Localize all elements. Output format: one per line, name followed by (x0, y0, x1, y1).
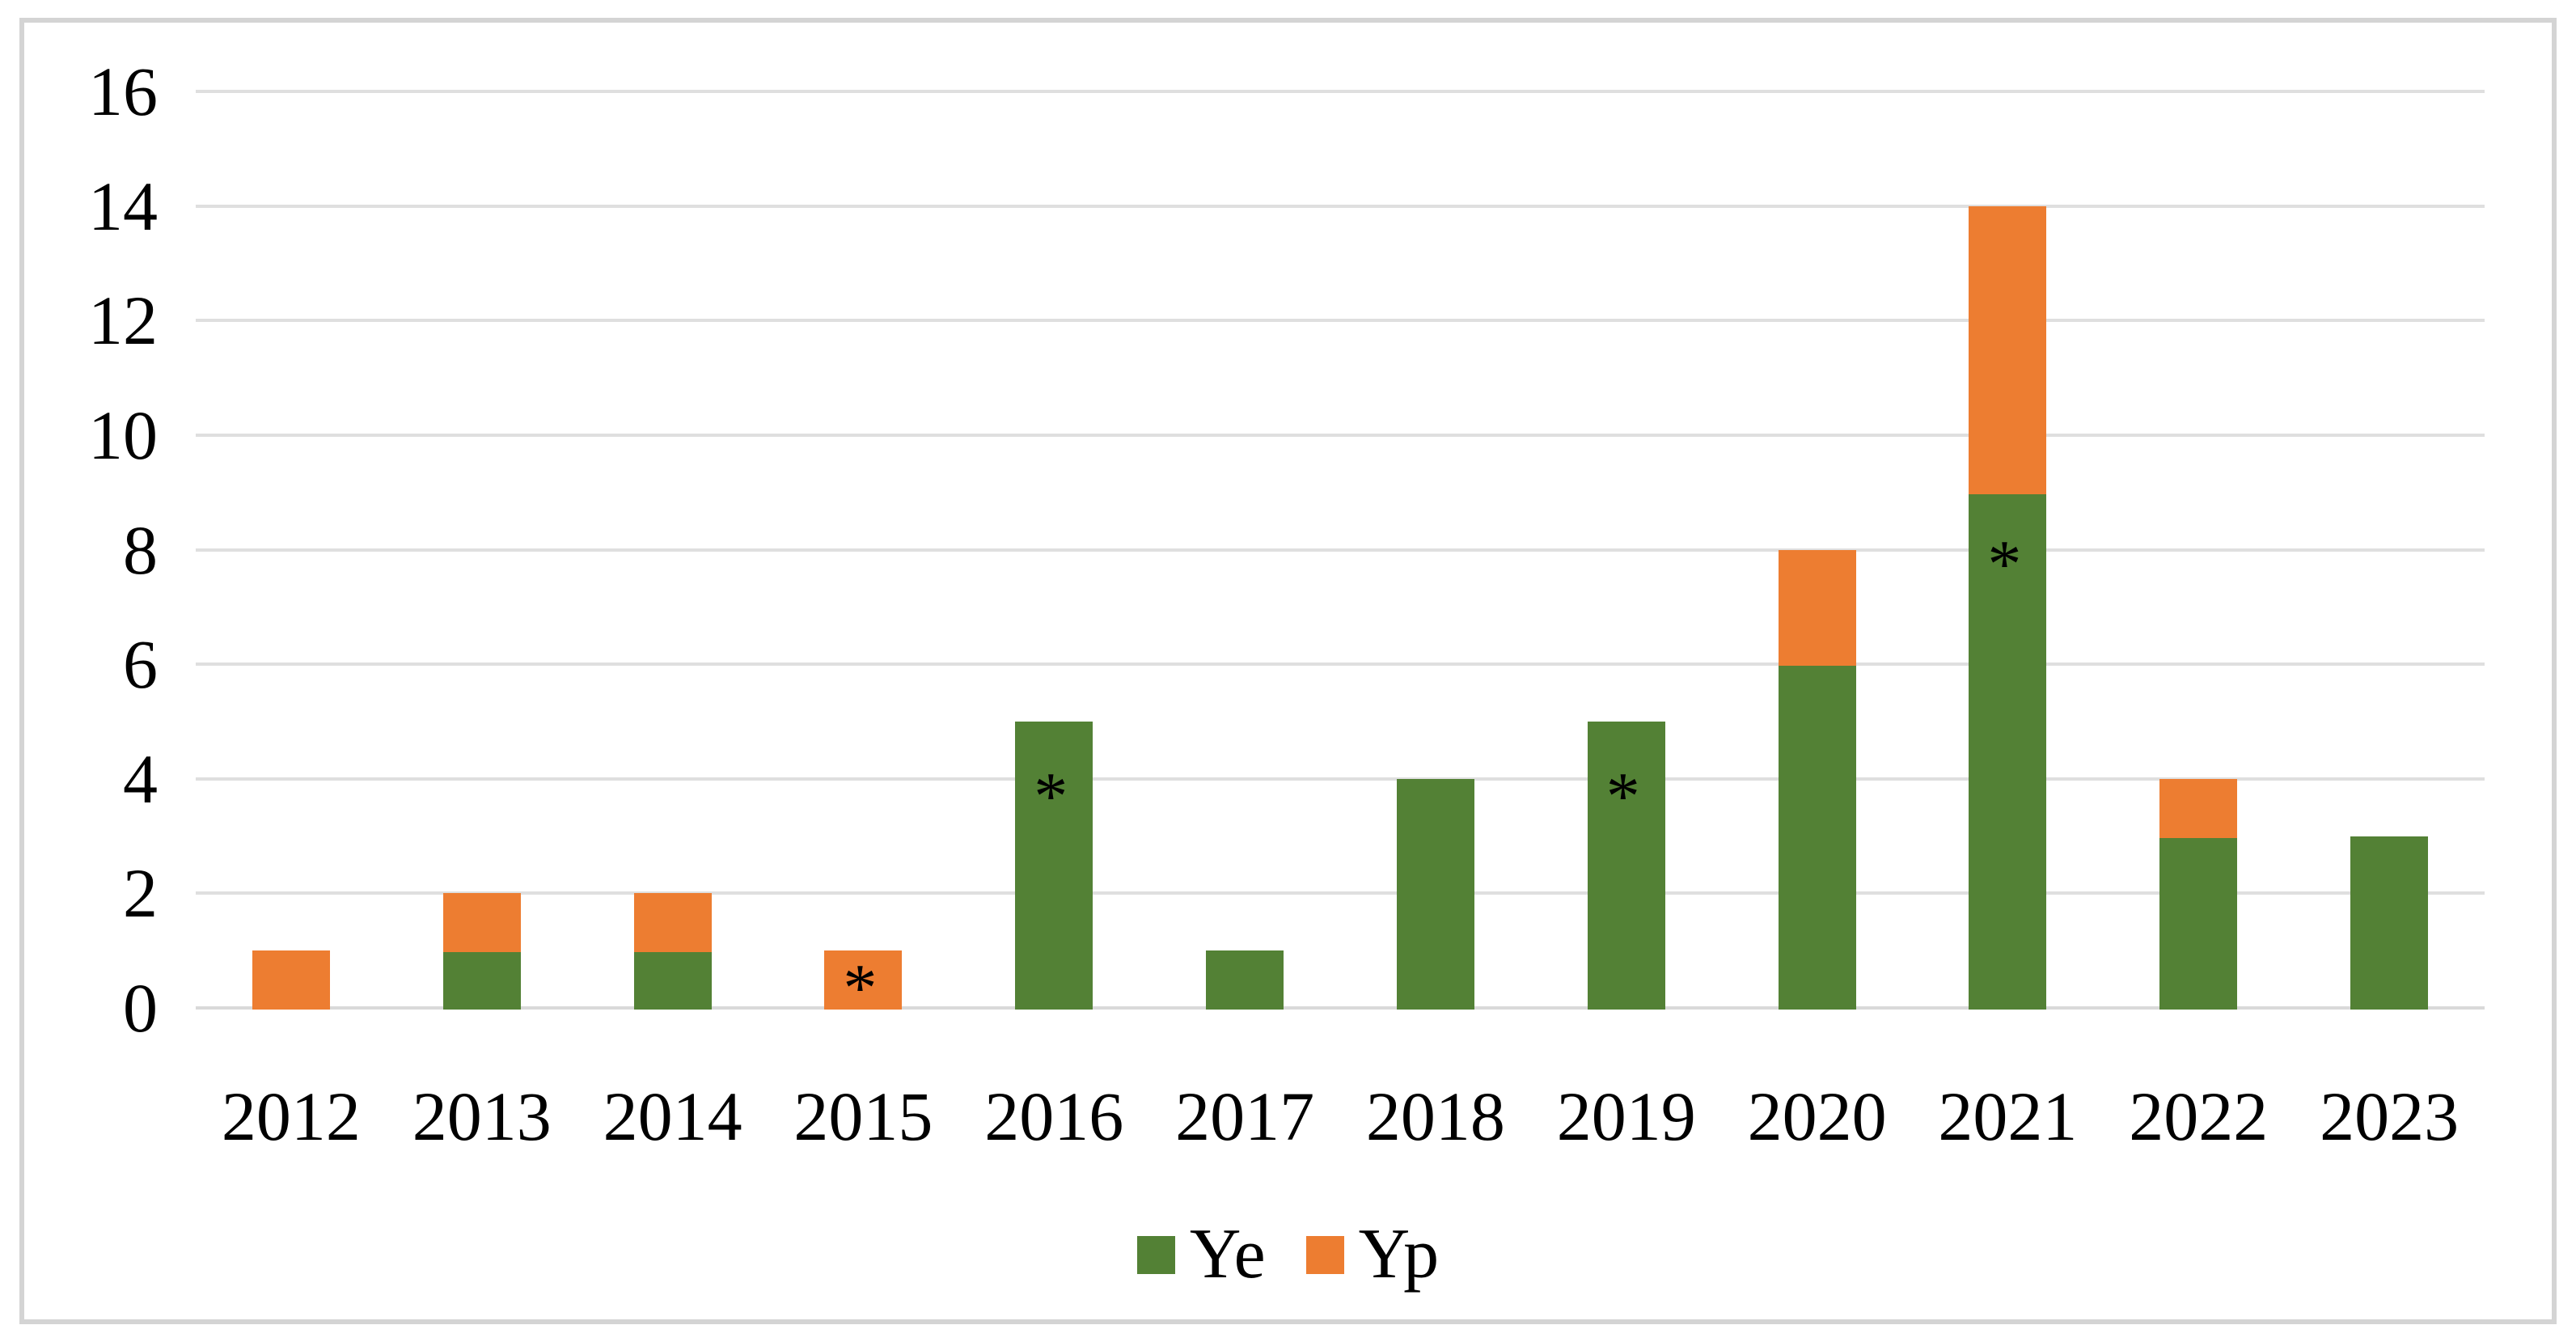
legend-swatch-yp-icon (1305, 1235, 1344, 1274)
y-tick-label-6: 6 (123, 625, 158, 704)
gridline-y14 (196, 204, 2485, 208)
bar-segment-ye-2016 (1015, 721, 1093, 1010)
gridline-y16 (196, 90, 2485, 93)
x-tick-label-2018: 2018 (1365, 1077, 1505, 1155)
legend: Ye Yp (24, 1217, 2552, 1292)
gridline-y4 (196, 777, 2485, 781)
bar-segment-yp-2012 (252, 950, 330, 1010)
x-tick-label-2014: 2014 (603, 1077, 742, 1155)
x-tick-label-2022: 2022 (2129, 1077, 2269, 1155)
bar-segment-ye-2020 (1778, 664, 1856, 1010)
x-tick-label-2021: 2021 (1938, 1077, 2078, 1155)
gridline-y6 (196, 663, 2485, 667)
bar-segment-ye-2017 (1206, 950, 1284, 1010)
chart-frame: 0 2 4 6 8 10 12 14 16 * * * * 2012 2013 2014 2015 2016 2… (19, 18, 2557, 1324)
bar-segment-ye-2023 (2350, 836, 2429, 1010)
x-axis-baseline (196, 1006, 2485, 1010)
gridline-y2 (196, 891, 2485, 895)
x-tick-label-2013: 2013 (412, 1077, 552, 1155)
y-tick-label-4: 4 (123, 739, 158, 818)
y-tick-label-14: 14 (88, 167, 158, 245)
x-tick-label-2016: 2016 (984, 1077, 1124, 1155)
x-tick-label-2020: 2020 (1747, 1077, 1887, 1155)
significance-asterisk-2021: * (1987, 527, 2022, 603)
bar-segment-yp-2021 (1969, 205, 2047, 494)
bar-segment-yp-2013 (442, 893, 521, 953)
x-tick-label-2012: 2012 (221, 1077, 361, 1155)
y-tick-label-0: 0 (123, 969, 158, 1047)
legend-swatch-ye-icon (1136, 1235, 1175, 1274)
legend-label-ye: Ye (1189, 1215, 1266, 1293)
bar-segment-yp-2020 (1778, 549, 1856, 667)
x-tick-label-2015: 2015 (793, 1077, 933, 1155)
legend-item-yp: Yp (1305, 1215, 1440, 1293)
x-tick-label-2017: 2017 (1175, 1077, 1315, 1155)
x-tick-label-2019: 2019 (1556, 1077, 1696, 1155)
y-tick-label-2: 2 (123, 854, 158, 933)
significance-asterisk-2015: * (843, 950, 878, 1027)
legend-label-yp: Yp (1358, 1215, 1440, 1293)
plot-area: * * * * (196, 90, 2485, 1022)
bar-segment-yp-2015 (824, 950, 903, 1010)
y-tick-label-8: 8 (123, 510, 158, 589)
y-tick-label-12: 12 (88, 282, 158, 360)
gridline-y8 (196, 548, 2485, 552)
bar-segment-ye-2018 (1396, 778, 1474, 1010)
significance-asterisk-2019: * (1605, 758, 1640, 834)
bar-segment-ye-2013 (442, 950, 521, 1010)
legend-item-ye: Ye (1136, 1215, 1266, 1293)
significance-asterisk-2016: * (1034, 758, 1068, 834)
bar-segment-ye-2022 (2159, 836, 2238, 1010)
bar-segment-ye-2019 (1587, 721, 1665, 1010)
x-tick-label-2023: 2023 (2320, 1077, 2460, 1155)
bar-segment-yp-2014 (633, 893, 712, 953)
gridline-y12 (196, 319, 2485, 323)
bar-segment-yp-2022 (2159, 778, 2238, 838)
y-tick-label-16: 16 (88, 53, 158, 130)
bar-segment-ye-2014 (633, 950, 712, 1010)
y-tick-label-10: 10 (88, 396, 158, 474)
bar-segment-ye-2021 (1969, 492, 2047, 1010)
gridline-y10 (196, 433, 2485, 437)
